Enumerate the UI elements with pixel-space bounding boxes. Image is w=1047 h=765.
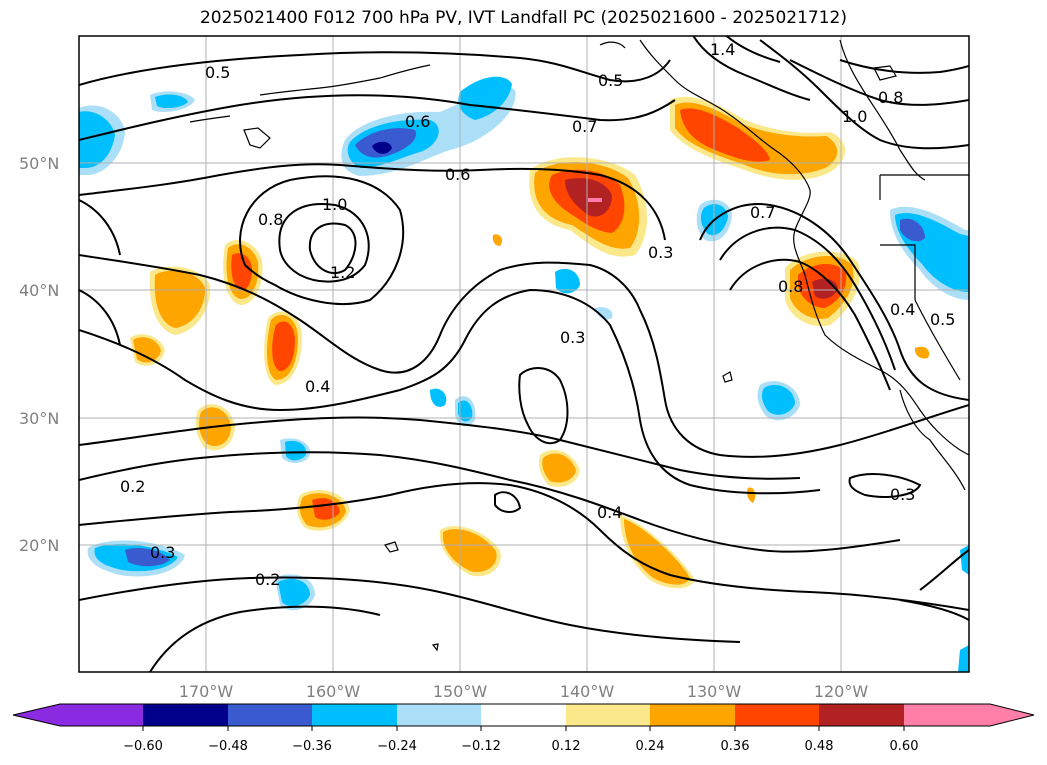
chart-title: 2025021400 F012 700 hPa PV, IVT Landfall… (199, 8, 847, 28)
lon-tick-label: 130°W (687, 682, 742, 701)
lon-tick-label: 170°W (179, 682, 234, 701)
contour-label: 0.4 (305, 377, 330, 396)
colorbar-bin (819, 704, 904, 726)
contour-labels: 0.5 0.6 0.8 1.0 1.2 1.4 0.7 0.3 0.4 0.2 … (120, 40, 955, 589)
colorbar-label: 0.36 (721, 739, 750, 754)
lat-tick-label: 40°N (19, 281, 59, 300)
pv-contours (79, 36, 969, 672)
colorbar-bin (228, 704, 312, 726)
contour-label: 1.4 (710, 40, 735, 59)
contour-label: 1.0 (322, 195, 347, 214)
contour-label: 0.2 (255, 570, 280, 589)
colorbar-label: 0.12 (552, 739, 581, 754)
contour-label: 0.3 (560, 328, 585, 347)
colorbar-bin (312, 704, 397, 726)
contour-label: 0.3 (150, 543, 175, 562)
graticule (79, 36, 969, 672)
lon-tick-label: 150°W (433, 682, 488, 701)
colorbar-label: 0.48 (805, 739, 834, 754)
contour-label: 0.3 (890, 485, 915, 504)
colorbar-bin (143, 704, 228, 726)
colorbar-label: −0.48 (208, 739, 248, 754)
lon-tick-label: 120°W (814, 682, 869, 701)
colorbar-extend-low (13, 704, 143, 726)
colorbar-label: −0.24 (377, 739, 417, 754)
colorbar-label: −0.36 (292, 739, 332, 754)
contour-label: 1.0 (842, 107, 867, 126)
colorbar: −0.60 −0.48 −0.36 −0.24 −0.12 0.12 0.24 … (12, 703, 1035, 754)
lat-tick-label: 30°N (19, 409, 59, 428)
contour-label: 0.8 (778, 277, 803, 296)
map-frame (78, 35, 970, 673)
contour-label: 0.3 (648, 243, 673, 262)
contour-label: 0.4 (890, 300, 915, 319)
colorbar-extend-high (904, 704, 1034, 726)
contour-label: 0.5 (205, 63, 230, 82)
colorbar-bin (650, 704, 735, 726)
coastlines (189, 39, 969, 652)
colorbar-bin (397, 704, 481, 726)
lon-tick-label: 160°W (306, 682, 361, 701)
contour-label: 0.5 (598, 71, 623, 90)
contour-label: 0.7 (750, 203, 775, 222)
colorbar-outline (12, 703, 1035, 727)
colorbar-bin (481, 704, 566, 726)
contour-label: 0.6 (445, 165, 470, 184)
colorbar-bin (735, 704, 819, 726)
lat-tick-labels: 50°N 40°N 30°N 20°N (19, 154, 59, 555)
contour-label: 1.2 (330, 263, 355, 282)
contour-label: 0.7 (572, 117, 597, 136)
contour-label: 0.2 (120, 477, 145, 496)
colorbar-label: −0.12 (461, 739, 501, 754)
colorbar-label: −0.60 (123, 739, 163, 754)
contour-label: 0.8 (878, 88, 903, 107)
contour-label: 0.8 (258, 210, 283, 229)
contour-label: 0.5 (930, 310, 955, 329)
lat-tick-label: 50°N (19, 154, 59, 173)
lat-tick-label: 20°N (19, 536, 59, 555)
colorbar-label: 0.60 (890, 739, 919, 754)
lon-tick-label: 140°W (560, 682, 615, 701)
map-background (79, 36, 969, 672)
contour-label: 0.4 (597, 503, 622, 522)
contour-label: 0.6 (405, 112, 430, 131)
colorbar-label: 0.24 (636, 739, 665, 754)
lon-tick-labels: 170°W 160°W 150°W 140°W 130°W 120°W (179, 682, 869, 701)
colorbar-ticks (142, 726, 905, 731)
colorbar-bin (566, 704, 650, 726)
